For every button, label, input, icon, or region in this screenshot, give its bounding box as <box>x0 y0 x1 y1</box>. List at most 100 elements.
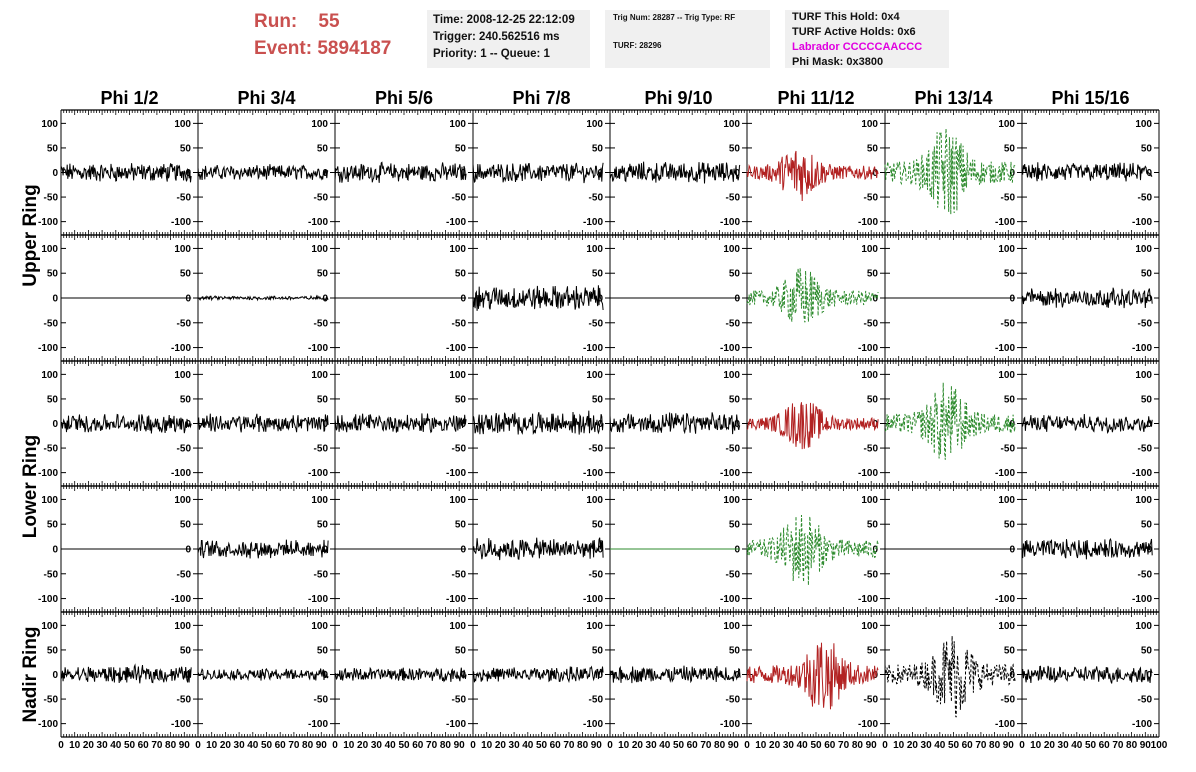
y-tick-label: -100 <box>858 594 878 605</box>
event-label: Event: <box>254 38 313 59</box>
y-tick-label: 0 <box>52 670 58 681</box>
y-tick-label: 0 <box>872 545 878 556</box>
waveform-trace <box>609 412 741 435</box>
y-tick-label: -100 <box>583 468 603 479</box>
x-tick-label: 0 <box>607 740 613 751</box>
x-tick-label: 30 <box>646 740 658 751</box>
y-tick-label: -50 <box>314 193 329 204</box>
y-tick-label: 100 <box>861 119 878 130</box>
x-tick-label: 80 <box>165 740 177 751</box>
y-tick-label: 50 <box>317 520 329 531</box>
y-tick-label: -100 <box>858 719 878 730</box>
waveform-trace <box>1021 162 1153 182</box>
x-tick-label: 0 <box>58 740 64 751</box>
waveform-trace <box>472 410 604 435</box>
y-tick-label: -50 <box>44 318 59 329</box>
waveform-trace <box>472 665 604 684</box>
y-tick-label: -50 <box>452 444 467 455</box>
y-tick-label: 100 <box>586 621 603 632</box>
waveform-trace <box>746 402 879 450</box>
y-tick-label: 50 <box>317 394 329 405</box>
y-tick-label: 50 <box>729 394 741 405</box>
time-info-box: Time: 2008-12-25 22:12:09 Trigger: 240.5… <box>427 10 590 68</box>
y-tick-label: -100 <box>38 468 58 479</box>
labrador-line: Labrador CCCCCAACCC <box>792 41 923 53</box>
y-tick-label: 0 <box>734 545 740 556</box>
y-tick-label: 100 <box>861 370 878 381</box>
waveform-trace <box>472 537 604 561</box>
x-tick-label: 0 <box>470 740 476 751</box>
x-tick-label: 10 <box>206 740 218 751</box>
y-tick-label: -50 <box>314 318 329 329</box>
x-tick-label: 50 <box>261 740 273 751</box>
x-tick-label: 80 <box>852 740 864 751</box>
y-tick-label: -50 <box>177 193 192 204</box>
y-tick-label: 50 <box>592 143 604 154</box>
y-tick-label: 100 <box>1135 370 1152 381</box>
y-tick-label: 100 <box>998 370 1015 381</box>
phi-column-title: Phi 5/6 <box>375 88 433 108</box>
waveform-trace <box>746 642 879 710</box>
x-tick-label: 50 <box>810 740 822 751</box>
y-tick-label: 0 <box>52 545 58 556</box>
y-tick-label: -100 <box>171 594 191 605</box>
priority-line: Priority: 1 -- Queue: 1 <box>433 48 550 60</box>
y-tick-label: 100 <box>1135 621 1152 632</box>
x-tick-label: 60 <box>412 740 424 751</box>
y-tick-label: 100 <box>311 370 328 381</box>
waveform-trace <box>884 635 1016 718</box>
waveform-trace <box>1021 287 1153 309</box>
x-tick-label: 90 <box>179 740 191 751</box>
waveform-trace <box>884 382 1016 460</box>
x-tick-label: 20 <box>495 740 507 751</box>
x-tick-label: 10 <box>343 740 355 751</box>
y-tick-label: -50 <box>177 695 192 706</box>
x-tick-label: 0 <box>744 740 750 751</box>
y-tick-label: 0 <box>185 294 191 305</box>
y-tick-label: 50 <box>180 394 192 405</box>
waveform-trace <box>746 268 879 323</box>
y-tick-label: 50 <box>867 645 879 656</box>
y-tick-label: -100 <box>995 217 1015 228</box>
waveform-trace <box>746 514 879 586</box>
x-tick-label: 50 <box>124 740 136 751</box>
y-tick-label: -100 <box>446 468 466 479</box>
waveform-trace <box>1021 665 1153 684</box>
y-tick-label: 0 <box>1146 670 1152 681</box>
y-tick-label: -100 <box>308 217 328 228</box>
y-tick-label: 100 <box>41 370 58 381</box>
turf-info-box: TURF This Hold: 0x4 TURF Active Holds: 0… <box>785 10 949 68</box>
y-tick-label: 100 <box>41 244 58 255</box>
y-tick-label: -100 <box>995 594 1015 605</box>
x-tick-label: 50 <box>398 740 410 751</box>
y-tick-label: -50 <box>864 695 879 706</box>
y-tick-label: -100 <box>583 594 603 605</box>
x-tick-label: 60 <box>138 740 150 751</box>
y-tick-label: -100 <box>720 594 740 605</box>
waveform-trace <box>609 161 741 184</box>
y-tick-label: 0 <box>460 419 466 430</box>
x-tick-label: 80 <box>577 740 589 751</box>
y-tick-label: 50 <box>317 143 329 154</box>
y-tick-label: -100 <box>171 217 191 228</box>
x-tick-label: 20 <box>769 740 781 751</box>
y-tick-label: 0 <box>460 294 466 305</box>
y-tick-label: 100 <box>311 119 328 130</box>
y-tick-label: 50 <box>867 394 879 405</box>
y-tick-label: 0 <box>872 294 878 305</box>
x-tick-label: 70 <box>700 740 712 751</box>
y-tick-label: 0 <box>52 168 58 179</box>
x-tick-label: 0 <box>882 740 888 751</box>
y-tick-label: -100 <box>583 217 603 228</box>
y-tick-label: -100 <box>38 343 58 354</box>
y-tick-label: 50 <box>1141 520 1153 531</box>
waveform-trace <box>197 539 329 559</box>
y-tick-label: -100 <box>1132 217 1152 228</box>
run-label: Run: <box>254 11 298 32</box>
x-tick-label: 60 <box>824 740 836 751</box>
y-tick-label: 100 <box>174 621 191 632</box>
y-tick-label: -100 <box>308 719 328 730</box>
y-tick-label: -100 <box>38 719 58 730</box>
y-tick-label: 100 <box>41 621 58 632</box>
y-tick-label: 0 <box>1009 294 1015 305</box>
